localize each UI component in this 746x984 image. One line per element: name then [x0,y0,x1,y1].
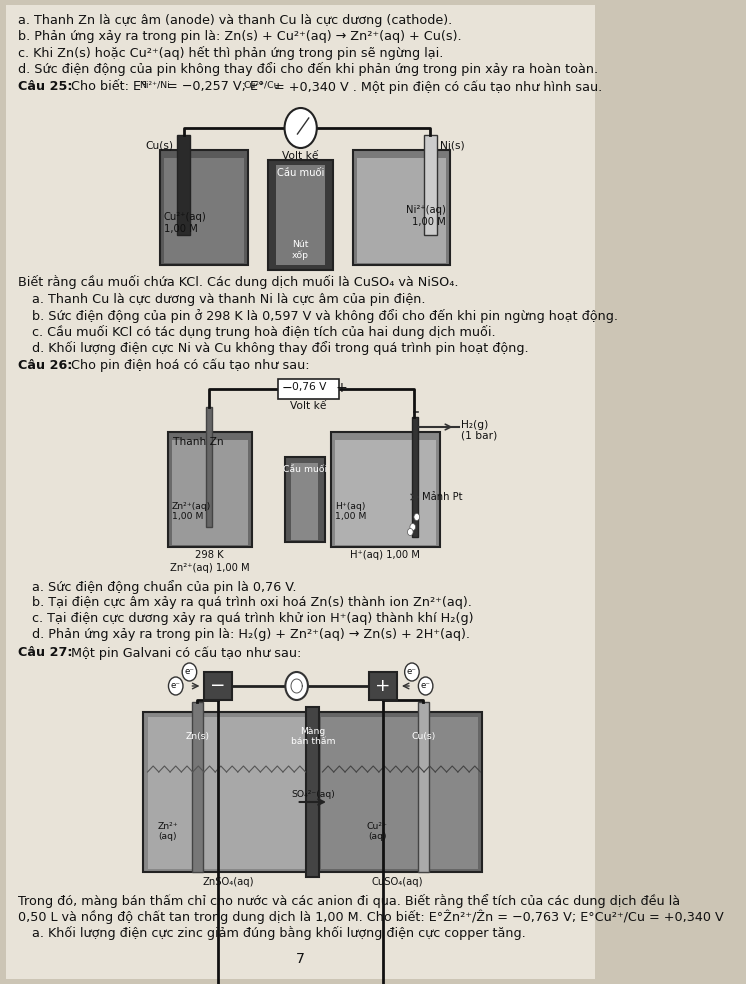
Circle shape [286,672,308,700]
Text: Cu(s): Cu(s) [145,140,173,150]
Text: b. Phản ứng xảy ra trong pin là: Zn(s) + Cu²⁺(aq) → Zn²⁺(aq) + Cu(s).: b. Phản ứng xảy ra trong pin là: Zn(s) +… [18,30,461,43]
Bar [269,160,333,270]
Text: Câu 26:: Câu 26: [18,359,72,372]
Text: = −0,257 V; E°: = −0,257 V; E° [167,80,264,93]
Text: 298 K: 298 K [195,550,224,560]
Text: Ni²⁺(aq)
1,00 M: Ni²⁺(aq) 1,00 M [406,205,446,226]
Text: Câu 27:: Câu 27: [18,646,72,659]
Text: Ni(s): Ni(s) [440,140,465,150]
Text: Nút
xốp: Nút xốp [292,240,309,260]
Text: Màng
bán thấm: Màng bán thấm [290,727,335,747]
Circle shape [410,523,416,530]
Text: c. Khi Zn(s) hoặc Cu²⁺(aq) hết thì phản ứng trong pin sẽ ngừng lại.: c. Khi Zn(s) hoặc Cu²⁺(aq) hết thì phản … [18,46,443,60]
Text: c. Cầu muối KCl có tác dụng trung hoà điện tích của hai dung dịch muối.: c. Cầu muối KCl có tác dụng trung hoà đi… [32,325,496,339]
Bar [204,672,232,700]
Text: 0,50 L và nồng độ chất tan trong dung dịch là 1,00 M. Cho biết: E°Ẑn²⁺/Ẑn = −0,7: 0,50 L và nồng độ chất tan trong dung dị… [18,910,724,925]
Text: −: − [210,677,225,695]
Bar [277,165,325,265]
Text: e⁻: e⁻ [184,667,195,676]
Text: a. Thanh Cu là cực dương và thanh Ni là cực âm của pin điện.: a. Thanh Cu là cực dương và thanh Ni là … [32,293,426,306]
Bar [163,158,244,263]
Text: Trong đó, màng bán thấm chỉ cho nước và các anion đi qua. Biết rằng thể tích của: Trong đó, màng bán thấm chỉ cho nước và … [18,894,680,908]
Text: a. Thanh Zn là cực âm (anode) và thanh Cu là cực dương (cathode).: a. Thanh Zn là cực âm (anode) và thanh C… [18,14,452,27]
Text: Cầu muối: Cầu muối [277,168,325,178]
Text: d. Khối lượng điện cực Ni và Cu không thay đổi trong quá trình pin hoạt động.: d. Khối lượng điện cực Ni và Cu không th… [32,341,529,355]
Text: Mảnh Pt: Mảnh Pt [421,492,462,502]
Text: 0,76 V: 0,76 V [292,382,326,392]
Text: H⁺(aq) 1,00 M: H⁺(aq) 1,00 M [351,550,420,560]
Circle shape [169,677,183,695]
Text: H⁺(aq)
1,00 M: H⁺(aq) 1,00 M [336,502,367,522]
Text: SO₄²⁻(aq): SO₄²⁻(aq) [291,790,335,799]
Text: Volt kế: Volt kế [283,151,319,161]
Text: Zn²⁺(aq)
1,00 M: Zn²⁺(aq) 1,00 M [172,502,211,522]
Circle shape [414,514,419,521]
Text: d. Phản ứng xảy ra trong pin là: H₂(g) + Zn²⁺(aq) → Zn(s) + 2H⁺(aq).: d. Phản ứng xảy ra trong pin là: H₂(g) +… [32,628,470,641]
Bar [336,440,436,545]
Text: b. Sức điện động của pin ở 298 K là 0,597 V và không đổi cho đến khi pin ngừng h: b. Sức điện động của pin ở 298 K là 0,59… [32,309,618,323]
Bar [291,463,319,540]
Text: Một pin Galvani có cấu tạo như sau:: Một pin Galvani có cấu tạo như sau: [71,646,301,659]
Text: CuSO₄(aq): CuSO₄(aq) [372,877,423,887]
Text: −: − [281,382,292,395]
Bar [178,135,190,235]
Text: Thanh Zn: Thanh Zn [173,437,224,447]
Bar [307,707,319,877]
Text: Cu²⁺/Cu: Cu²⁺/Cu [243,80,280,89]
Bar [172,440,248,545]
Text: Zn²⁺
(aq): Zn²⁺ (aq) [157,822,178,841]
Bar [369,672,398,700]
Text: Cu(s): Cu(s) [411,732,436,741]
Bar [357,158,446,263]
Circle shape [407,528,413,535]
Text: e⁻: e⁻ [421,681,430,690]
Bar [143,712,309,872]
Circle shape [182,663,197,681]
Text: Zn(s): Zn(s) [186,732,210,741]
Text: Zn²⁺(aq) 1,00 M: Zn²⁺(aq) 1,00 M [170,563,249,573]
Text: 7: 7 [296,952,305,966]
Text: Volt kế: Volt kế [290,401,327,411]
Bar [418,702,429,872]
Bar [160,150,248,265]
Text: Cho pin điện hoá có cấu tạo như sau:: Cho pin điện hoá có cấu tạo như sau: [71,359,310,373]
Bar [278,379,339,399]
Bar [424,135,437,235]
Text: Cho biết: E°: Cho biết: E° [71,80,147,93]
Text: Biết rằng cầu muối chứa KCl. Các dung dịch muối là CuSO₄ và NiSO₄.: Biết rằng cầu muối chứa KCl. Các dung dị… [18,275,458,289]
Bar [148,717,304,869]
Bar [353,150,450,265]
Text: H₂(g): H₂(g) [461,420,489,430]
Circle shape [404,663,419,681]
Text: d. Sức điện động của pin không thay đổi cho đến khi phản ứng trong pin xảy ra ho: d. Sức điện động của pin không thay đổi … [18,62,598,76]
Bar [192,702,203,872]
Text: e⁻: e⁻ [171,681,181,690]
Bar [317,712,482,872]
Bar [206,407,212,527]
Text: +: + [375,677,391,695]
Text: ZnSO₄(aq): ZnSO₄(aq) [202,877,254,887]
Text: (1 bar): (1 bar) [461,431,498,441]
Bar [412,417,418,537]
Text: Ni²⁺/Ni: Ni²⁺/Ni [139,80,169,89]
Text: a. Sức điện động chuẩn của pin là 0,76 V.: a. Sức điện động chuẩn của pin là 0,76 V… [32,580,297,594]
Text: Cu²⁺(aq)
1,00 M: Cu²⁺(aq) 1,00 M [163,212,207,233]
Text: b. Tại điện cực âm xảy ra quá trình oxi hoá Zn(s) thành ion Zn²⁺(aq).: b. Tại điện cực âm xảy ra quá trình oxi … [32,596,472,609]
Circle shape [284,108,317,148]
Bar [321,717,478,869]
Bar [284,457,325,542]
Text: a. Khối lượng điện cực zinc giảm đúng bằng khối lượng điện cực copper tăng.: a. Khối lượng điện cực zinc giảm đúng bằ… [32,926,526,940]
Bar [168,432,252,547]
Circle shape [419,677,433,695]
Text: = +0,340 V . Một pin điện có cấu tạo như hình sau.: = +0,340 V . Một pin điện có cấu tạo như… [274,80,602,93]
Text: Cu²⁺
(aq): Cu²⁺ (aq) [367,822,388,841]
Text: c. Tại điện cực dương xảy ra quá trình khử ion H⁺(aq) thành khí H₂(g): c. Tại điện cực dương xảy ra quá trình k… [32,612,474,625]
Text: Cầu muối: Cầu muối [283,465,327,474]
Text: Câu 25:: Câu 25: [18,80,72,93]
Bar [331,432,440,547]
Text: e⁻: e⁻ [407,667,417,676]
Text: +: + [336,381,347,395]
